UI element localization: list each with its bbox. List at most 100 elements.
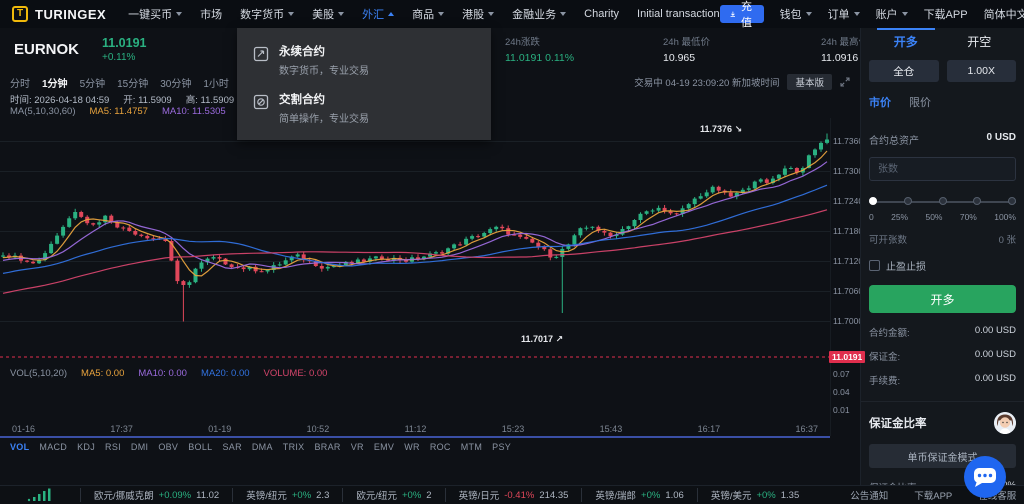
indicator-BOLL[interactable]: BOLL: [188, 442, 213, 452]
indicator-BRAR[interactable]: BRAR: [314, 442, 341, 452]
symbol-bar: EURNOK 11.0191 +0.11% 24h涨跌 11.0191 0.11%…: [0, 28, 868, 70]
stat-value: 10.965: [663, 52, 696, 64]
candlestick-chart[interactable]: [0, 118, 830, 365]
ticker-英镑/瑞郎[interactable]: 英镑/瑞郎 +0% 1.06: [581, 488, 696, 502]
timeframe-5分钟[interactable]: 5分钟: [79, 78, 106, 90]
tab-limit-order[interactable]: 限价: [909, 97, 931, 109]
low-price-annotation: 11.7017 ↗: [521, 334, 564, 344]
avatar[interactable]: [994, 412, 1016, 434]
margin-mode-button[interactable]: 全仓: [869, 60, 939, 82]
chevron-down-icon: [488, 12, 495, 16]
nav-item-数字货币[interactable]: 数字货币: [240, 6, 295, 22]
bottom-links: 公告通知 下载APP 在线客服: [850, 488, 1016, 502]
tab-market-order[interactable]: 市价: [869, 97, 891, 109]
quantity-input[interactable]: [869, 157, 1016, 181]
info-label: 保证金:: [869, 352, 901, 363]
margin-ratio-title: 保证金比率: [869, 418, 927, 430]
dropdown-item-交割合约[interactable]: 交割合约 简单操作，专业交易: [237, 84, 491, 132]
dropdown-item-永续合约[interactable]: 永续合约 数字货币，专业交易: [237, 36, 491, 84]
symbol-name[interactable]: EURNOK: [14, 40, 80, 58]
y-axis-label: 11.7060: [833, 286, 864, 296]
ticker-欧元/挪威克朗[interactable]: 欧元/挪威克朗 +0.09% 11.02: [80, 488, 232, 502]
chevron-down-icon: [805, 12, 812, 16]
indicator-DMA[interactable]: DMA: [251, 442, 273, 452]
chart-scrollbar[interactable]: [0, 436, 830, 438]
slider-dot-0[interactable]: [869, 197, 877, 205]
tab-open-long[interactable]: 开多: [869, 28, 943, 54]
ticker-change: +0%: [291, 489, 312, 501]
chart-version-button[interactable]: 基本版: [787, 74, 832, 90]
slider-dot-25[interactable]: [903, 197, 912, 205]
asset-value: 0 USD: [986, 132, 1016, 143]
leverage-button[interactable]: 1.00X: [946, 60, 1016, 82]
nav-item-市场[interactable]: 市场: [200, 6, 222, 22]
nav-item-Initial transaction[interactable]: Initial transaction: [637, 8, 720, 20]
timeframe-30分钟[interactable]: 30分钟: [160, 78, 192, 90]
indicator-WR[interactable]: WR: [404, 442, 420, 452]
timeframe-15分钟[interactable]: 15分钟: [117, 78, 149, 90]
nav-item-金融业务[interactable]: 金融业务: [512, 6, 567, 22]
indicator-VR[interactable]: VR: [350, 442, 364, 452]
indicator-MACD[interactable]: MACD: [39, 442, 68, 452]
bottom-link-在线客服[interactable]: 在线客服: [978, 491, 1017, 502]
nav-item-Charity[interactable]: Charity: [584, 8, 619, 20]
ticker-英镑/纽元[interactable]: 英镑/纽元 +0% 2.3: [232, 488, 342, 502]
nav-right-item-钱包[interactable]: 钱包: [780, 6, 812, 22]
nav-item-美股[interactable]: 美股: [312, 6, 345, 22]
nav-right-item-订单[interactable]: 订单: [828, 6, 860, 22]
time-axis: 01-16 17:37 01-19 10:52 11:12 15:23 15:43 16:17…: [0, 424, 830, 434]
slider-label: 50%: [925, 212, 943, 222]
open-long-button[interactable]: 开多: [869, 285, 1016, 313]
stat-24h涨跌: 24h涨跌 11.0191 0.11%: [505, 34, 663, 64]
available-label: 可开张数: [869, 235, 908, 246]
nav-item-label: 钱包: [779, 9, 802, 21]
indicator-VOL[interactable]: VOL: [10, 442, 30, 452]
timeframe-1分钟[interactable]: 1分钟: [42, 78, 68, 90]
info-label: 合约金额:: [869, 328, 910, 339]
indicator-OBV[interactable]: OBV: [158, 442, 179, 452]
symbol-change: +0.11%: [102, 51, 136, 63]
indicator-MTM[interactable]: MTM: [460, 442, 483, 452]
slider-dot-70[interactable]: [973, 197, 982, 205]
fullscreen-icon[interactable]: [840, 77, 850, 87]
vol-axis-label: 0.04: [833, 387, 850, 397]
deposit-button[interactable]: 充值: [719, 1, 764, 29]
bottom-link-下载APP[interactable]: 下载APP: [914, 491, 953, 502]
nav-item-商品[interactable]: 商品: [412, 6, 445, 22]
bottom-link-公告通知[interactable]: 公告通知: [850, 491, 889, 502]
nav-right-item-简体中文[interactable]: 简体中文: [984, 6, 1024, 22]
nav-item-外汇[interactable]: 外汇: [362, 6, 395, 22]
ticker-pair: 英镑/美元: [710, 491, 752, 502]
tab-open-short[interactable]: 开空: [967, 34, 992, 49]
ohlc-item: 时间: 2026-04-18 04:59: [10, 95, 110, 106]
quantity-slider[interactable]: [869, 197, 1016, 207]
tpsl-toggle[interactable]: 止盈止损: [869, 258, 1016, 273]
slider-label: 100%: [994, 212, 1016, 222]
brand-logo[interactable]: T TURINGEX: [12, 6, 106, 22]
nav-right-item-下载APP[interactable]: 下载APP: [924, 6, 968, 22]
chevron-down-icon: [288, 12, 295, 16]
nav-right-item-账户[interactable]: 账户: [876, 6, 908, 22]
indicator-PSY[interactable]: PSY: [492, 442, 512, 452]
indicator-ROC[interactable]: ROC: [429, 442, 451, 452]
timeframe-1小时[interactable]: 1小时: [203, 78, 229, 90]
time-axis-label: 01-19: [208, 424, 232, 434]
nav-item-港股[interactable]: 港股: [462, 6, 495, 22]
ticker-英镑/日元[interactable]: 英镑/日元 -0.41% 214.35: [444, 488, 582, 502]
indicator-EMV[interactable]: EMV: [373, 442, 395, 452]
indicator-KDJ[interactable]: KDJ: [77, 442, 96, 452]
slider-dot-100[interactable]: [1008, 197, 1016, 205]
nav-item-一键买币[interactable]: 一键买币: [128, 6, 183, 22]
stat-value: 11.0191 0.11%: [505, 52, 575, 64]
indicator-SAR[interactable]: SAR: [222, 442, 242, 452]
ticker-欧元/纽元[interactable]: 欧元/纽元 +0% 2: [342, 488, 444, 502]
ticker-英镑/美元[interactable]: 英镑/美元 +0% 1.35: [696, 488, 812, 502]
tpsl-checkbox[interactable]: [869, 260, 880, 271]
timeframe-分时[interactable]: 分时: [10, 78, 30, 90]
customer-service-chat-button[interactable]: [963, 455, 1007, 499]
slider-dot-50[interactable]: [938, 197, 947, 205]
indicator-DMI[interactable]: DMI: [130, 442, 149, 452]
single-coin-margin-button[interactable]: 单币保证金模式: [869, 444, 1016, 468]
indicator-RSI[interactable]: RSI: [105, 442, 121, 452]
indicator-TRIX[interactable]: TRIX: [282, 442, 305, 452]
